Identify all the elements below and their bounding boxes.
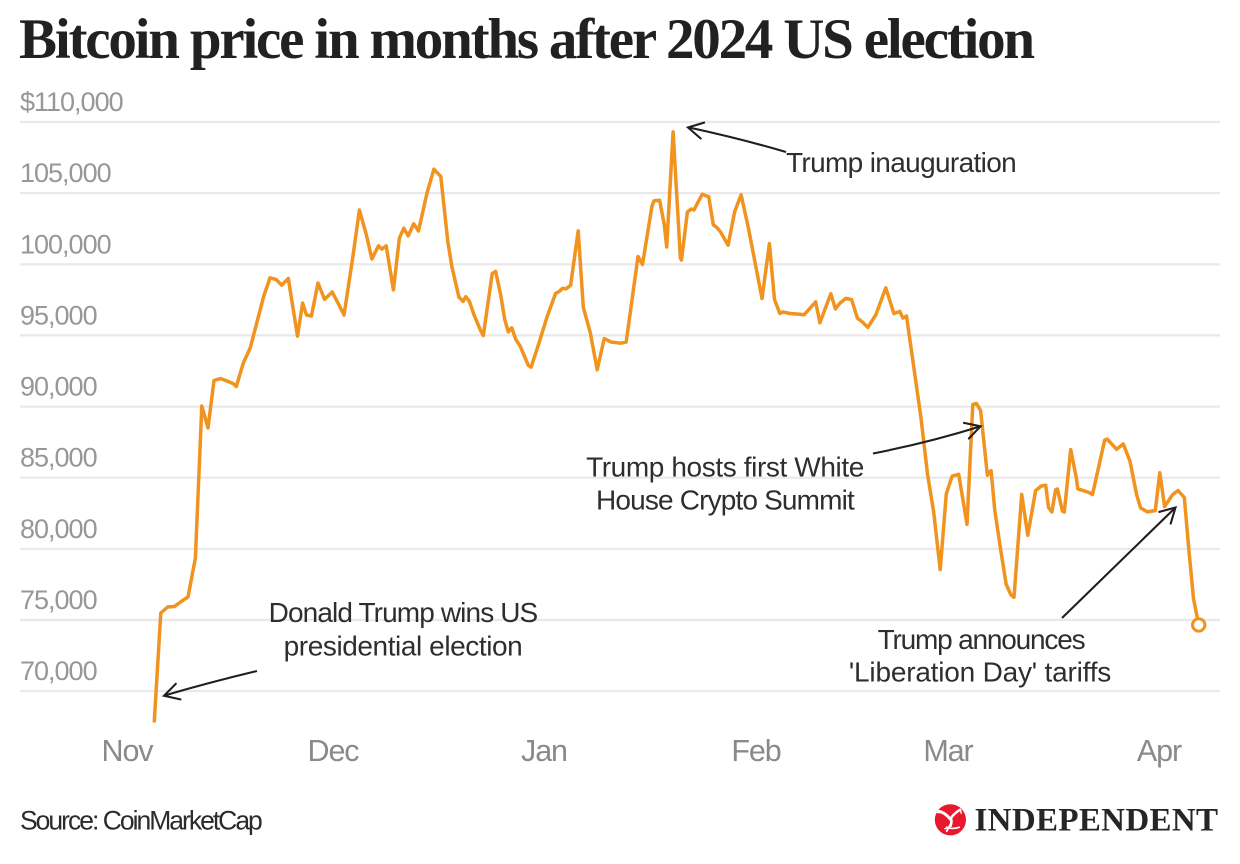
svg-text:75,000: 75,000 bbox=[20, 585, 97, 615]
svg-text:80,000: 80,000 bbox=[20, 514, 97, 544]
svg-text:70,000: 70,000 bbox=[20, 656, 97, 686]
svg-text:Trump inauguration: Trump inauguration bbox=[786, 147, 1016, 178]
svg-text:Mar: Mar bbox=[923, 734, 973, 768]
svg-text:Trump announces: Trump announces bbox=[878, 624, 1085, 655]
svg-text:Dec: Dec bbox=[308, 734, 360, 768]
svg-text:Feb: Feb bbox=[731, 734, 780, 768]
svg-text:Apr: Apr bbox=[1137, 734, 1182, 768]
svg-text:100,000: 100,000 bbox=[20, 229, 111, 259]
svg-text:Source: CoinMarketCap: Source: CoinMarketCap bbox=[20, 806, 262, 836]
svg-text:Bitcoin price in months after: Bitcoin price in months after 2024 US el… bbox=[19, 8, 1034, 71]
svg-text:85,000: 85,000 bbox=[20, 443, 97, 473]
svg-text:105,000: 105,000 bbox=[20, 158, 111, 188]
svg-text:presidential election: presidential election bbox=[284, 631, 523, 662]
svg-text:Donald Trump wins US: Donald Trump wins US bbox=[269, 597, 538, 628]
svg-text:$110,000: $110,000 bbox=[20, 87, 123, 117]
svg-text:Nov: Nov bbox=[102, 734, 155, 768]
svg-text:90,000: 90,000 bbox=[20, 372, 97, 402]
svg-text:House Crypto Summit: House Crypto Summit bbox=[596, 485, 855, 516]
svg-text:'Liberation Day' tariffs: 'Liberation Day' tariffs bbox=[849, 657, 1111, 688]
svg-text:Jan: Jan bbox=[521, 734, 567, 768]
svg-text:95,000: 95,000 bbox=[20, 300, 97, 330]
svg-text:Trump hosts first White: Trump hosts first White bbox=[586, 452, 864, 483]
svg-text:INDEPENDENT: INDEPENDENT bbox=[975, 803, 1219, 839]
